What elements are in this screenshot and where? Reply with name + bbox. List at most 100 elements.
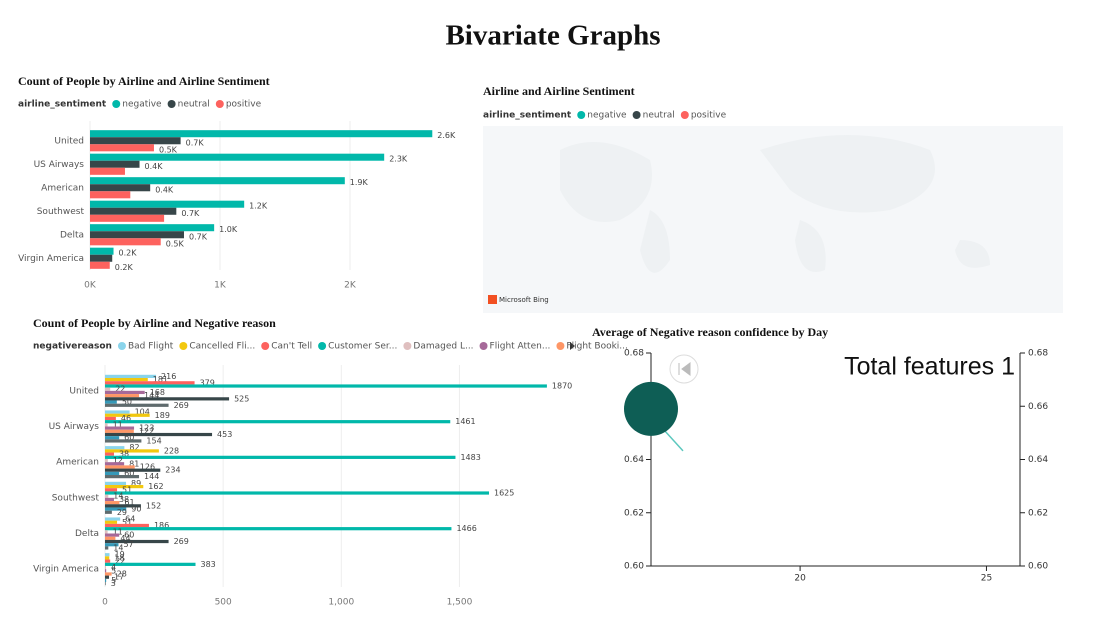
bar — [105, 491, 490, 495]
data-label: 269 — [174, 537, 189, 546]
legend-swatch — [577, 111, 586, 119]
bar — [105, 501, 120, 505]
category-label: Delta — [60, 230, 84, 240]
category-label: Virgin America — [33, 565, 99, 575]
legend-entry: positive — [226, 100, 262, 110]
data-label: 50 — [122, 398, 132, 407]
bar — [105, 446, 125, 450]
data-label: 82 — [129, 443, 139, 452]
data-label: 126 — [140, 462, 155, 471]
legend-entry: negative — [122, 100, 162, 110]
data-label: 5 — [111, 576, 116, 585]
data-label: 18 — [114, 553, 124, 562]
data-label: 2.6K — [437, 131, 456, 140]
data-label: 0.5K — [159, 145, 178, 154]
data-label: 144 — [144, 472, 159, 481]
bar — [105, 533, 120, 537]
bar — [90, 167, 125, 175]
data-label: 60 — [124, 433, 134, 442]
bar — [105, 436, 120, 440]
legend-swatch — [318, 342, 327, 350]
data-label: 1.9K — [350, 178, 369, 187]
bar — [90, 130, 433, 138]
data-label: 1483 — [460, 453, 480, 462]
x-tick-label: 25 — [981, 574, 992, 584]
legend-swatch — [117, 342, 126, 350]
data-label: 228 — [164, 446, 179, 455]
data-label: 0.5K — [166, 239, 185, 248]
category-label: US Airways — [49, 422, 100, 432]
x-tick-label: 1,000 — [328, 598, 354, 608]
legend-swatch — [632, 111, 641, 119]
legend-entry: positive — [691, 111, 727, 121]
data-label: 60 — [124, 531, 134, 540]
data-label: 269 — [174, 401, 189, 410]
x-tick-label: 0K — [84, 281, 97, 291]
bar — [105, 400, 117, 404]
bar — [105, 569, 107, 573]
bar — [105, 497, 114, 502]
bar — [105, 553, 110, 557]
bar — [105, 471, 120, 476]
data-label: 525 — [234, 394, 249, 403]
data-label: 379 — [200, 378, 215, 387]
data-label: 90 — [131, 505, 141, 514]
bar — [90, 160, 140, 168]
data-label: 51 — [122, 518, 132, 527]
bar — [90, 177, 345, 185]
bar — [90, 137, 181, 145]
x-tick-label: 0 — [102, 598, 108, 608]
data-label: 46 — [121, 414, 131, 423]
legend-scroll[interactable] — [570, 342, 575, 350]
legend-swatch — [556, 342, 565, 350]
bar — [105, 546, 109, 550]
data-label: 0.4K — [155, 185, 174, 194]
data-label: 11 — [113, 527, 123, 536]
bar — [105, 384, 547, 388]
chart-title: Airline and Airline Sentiment — [483, 84, 635, 98]
data-label: 19 — [114, 550, 124, 559]
bar — [90, 247, 114, 255]
x-tick-label: 1,500 — [447, 598, 473, 608]
bar — [90, 254, 113, 262]
data-label: 189 — [155, 411, 170, 420]
bar — [105, 562, 196, 566]
data-label: 61 — [124, 498, 134, 507]
category-label: Virgin America — [18, 254, 84, 264]
bubble — [624, 381, 678, 436]
bar — [105, 432, 213, 437]
y-tick-label: 0.60 — [624, 562, 644, 572]
category-label: Southwest — [37, 207, 85, 217]
legend-swatch — [167, 100, 176, 108]
bar — [105, 458, 108, 463]
legend-swatch — [215, 100, 224, 108]
bar — [105, 423, 108, 427]
y2-tick-label: 0.60 — [1028, 562, 1048, 572]
bar — [105, 536, 116, 540]
data-label: 162 — [148, 482, 163, 491]
data-label: 14 — [113, 492, 123, 501]
legend-title: negativereason — [33, 342, 112, 352]
legend-entry: neutral — [178, 100, 210, 110]
data-label: 28 — [117, 569, 127, 578]
bar — [105, 507, 127, 511]
bar — [105, 468, 161, 472]
bar — [105, 394, 140, 398]
data-label: 12 — [113, 456, 123, 465]
bar — [90, 224, 215, 232]
bar — [105, 543, 119, 547]
bar — [105, 582, 106, 586]
data-label: 38 — [119, 450, 129, 459]
bar — [105, 530, 108, 534]
y2-tick-label: 0.66 — [1028, 402, 1048, 412]
data-label: 22 — [115, 385, 125, 394]
bar — [105, 520, 118, 524]
data-label: 144 — [144, 391, 159, 400]
play-icon — [678, 362, 691, 376]
bar — [105, 390, 145, 395]
bar — [105, 413, 150, 417]
legend-entry: neutral — [643, 111, 675, 121]
data-label: 1.2K — [249, 202, 268, 211]
bar — [105, 374, 157, 378]
